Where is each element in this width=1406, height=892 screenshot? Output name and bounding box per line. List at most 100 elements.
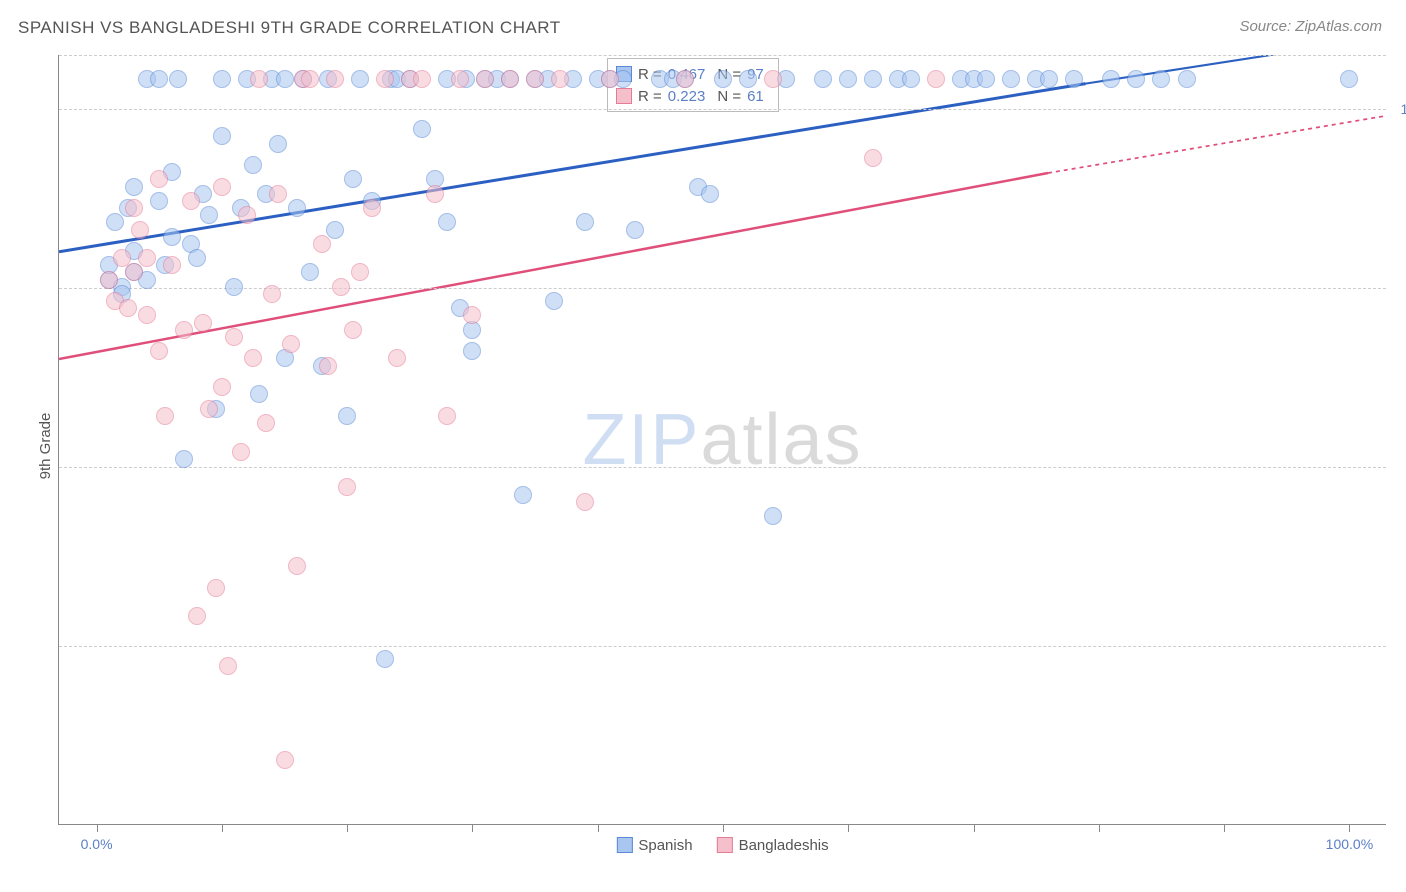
scatter-point bbox=[501, 70, 519, 88]
scatter-point bbox=[839, 70, 857, 88]
x-tick bbox=[97, 824, 98, 832]
gridline bbox=[59, 109, 1386, 110]
x-tick bbox=[723, 824, 724, 832]
scatter-point bbox=[626, 221, 644, 239]
scatter-point bbox=[225, 328, 243, 346]
scatter-point bbox=[764, 70, 782, 88]
scatter-point bbox=[125, 178, 143, 196]
scatter-point bbox=[1102, 70, 1120, 88]
scatter-point bbox=[438, 213, 456, 231]
gridline bbox=[59, 467, 1386, 468]
scatter-point bbox=[244, 349, 262, 367]
scatter-point bbox=[313, 235, 331, 253]
scatter-point bbox=[244, 156, 262, 174]
scatter-point bbox=[175, 321, 193, 339]
x-tick bbox=[1099, 824, 1100, 832]
scatter-point bbox=[106, 213, 124, 231]
scatter-point bbox=[131, 221, 149, 239]
scatter-point bbox=[451, 70, 469, 88]
scatter-point bbox=[388, 349, 406, 367]
scatter-point bbox=[463, 342, 481, 360]
legend-n-label: N = bbox=[717, 88, 741, 105]
legend-item: Bangladeshis bbox=[717, 837, 829, 854]
scatter-point bbox=[263, 285, 281, 303]
legend-n-value: 61 bbox=[747, 88, 764, 105]
scatter-point bbox=[276, 70, 294, 88]
x-tick-label: 0.0% bbox=[81, 836, 113, 852]
y-tick-label: 100.0% bbox=[1401, 101, 1406, 117]
scatter-point bbox=[163, 256, 181, 274]
scatter-point bbox=[764, 507, 782, 525]
scatter-point bbox=[1002, 70, 1020, 88]
scatter-point bbox=[363, 199, 381, 217]
scatter-point bbox=[526, 70, 544, 88]
scatter-point bbox=[200, 206, 218, 224]
scatter-point bbox=[576, 213, 594, 231]
legend-r-value: 0.223 bbox=[668, 88, 706, 105]
scatter-point bbox=[413, 70, 431, 88]
scatter-point bbox=[902, 70, 920, 88]
scatter-point bbox=[344, 170, 362, 188]
scatter-point bbox=[601, 70, 619, 88]
scatter-point bbox=[150, 342, 168, 360]
scatter-point bbox=[213, 127, 231, 145]
scatter-point bbox=[288, 557, 306, 575]
legend-stats-row: R = 0.223 N = 61 bbox=[616, 85, 770, 107]
scatter-point bbox=[150, 192, 168, 210]
scatter-point bbox=[463, 306, 481, 324]
scatter-point bbox=[344, 321, 362, 339]
watermark: ZIPatlas bbox=[582, 399, 862, 481]
scatter-point bbox=[319, 357, 337, 375]
x-tick bbox=[1349, 824, 1350, 832]
scatter-point bbox=[238, 206, 256, 224]
scatter-point bbox=[232, 443, 250, 461]
scatter-point bbox=[338, 478, 356, 496]
scatter-point bbox=[119, 299, 137, 317]
x-tick bbox=[472, 824, 473, 832]
scatter-point bbox=[351, 263, 369, 281]
scatter-point bbox=[1040, 70, 1058, 88]
scatter-point bbox=[138, 306, 156, 324]
legend-bottom: SpanishBangladeshis bbox=[616, 837, 828, 854]
gridline bbox=[59, 288, 1386, 289]
scatter-point bbox=[188, 607, 206, 625]
scatter-point bbox=[138, 249, 156, 267]
x-tick bbox=[974, 824, 975, 832]
scatter-point bbox=[326, 70, 344, 88]
scatter-point bbox=[332, 278, 350, 296]
scatter-point bbox=[545, 292, 563, 310]
scatter-point bbox=[739, 70, 757, 88]
scatter-point bbox=[213, 378, 231, 396]
legend-r-label: R = bbox=[638, 88, 662, 105]
scatter-point bbox=[269, 135, 287, 153]
scatter-point bbox=[927, 70, 945, 88]
scatter-point bbox=[219, 657, 237, 675]
scatter-point bbox=[288, 199, 306, 217]
scatter-point bbox=[426, 185, 444, 203]
scatter-point bbox=[269, 185, 287, 203]
x-tick bbox=[347, 824, 348, 832]
scatter-point bbox=[100, 271, 118, 289]
x-tick bbox=[598, 824, 599, 832]
scatter-point bbox=[150, 70, 168, 88]
scatter-point bbox=[250, 70, 268, 88]
scatter-point bbox=[701, 185, 719, 203]
scatter-point bbox=[326, 221, 344, 239]
legend-swatch bbox=[616, 88, 632, 104]
gridline bbox=[59, 646, 1386, 647]
scatter-point bbox=[576, 493, 594, 511]
scatter-point bbox=[175, 450, 193, 468]
legend-swatch bbox=[717, 837, 733, 853]
x-tick-label: 100.0% bbox=[1326, 836, 1373, 852]
scatter-point bbox=[125, 199, 143, 217]
scatter-point bbox=[514, 486, 532, 504]
scatter-point bbox=[150, 170, 168, 188]
scatter-point bbox=[213, 178, 231, 196]
scatter-point bbox=[207, 579, 225, 597]
scatter-point bbox=[257, 414, 275, 432]
chart-source: Source: ZipAtlas.com bbox=[1239, 18, 1382, 35]
x-tick bbox=[848, 824, 849, 832]
scatter-point bbox=[276, 751, 294, 769]
scatter-point bbox=[376, 650, 394, 668]
scatter-point bbox=[301, 70, 319, 88]
